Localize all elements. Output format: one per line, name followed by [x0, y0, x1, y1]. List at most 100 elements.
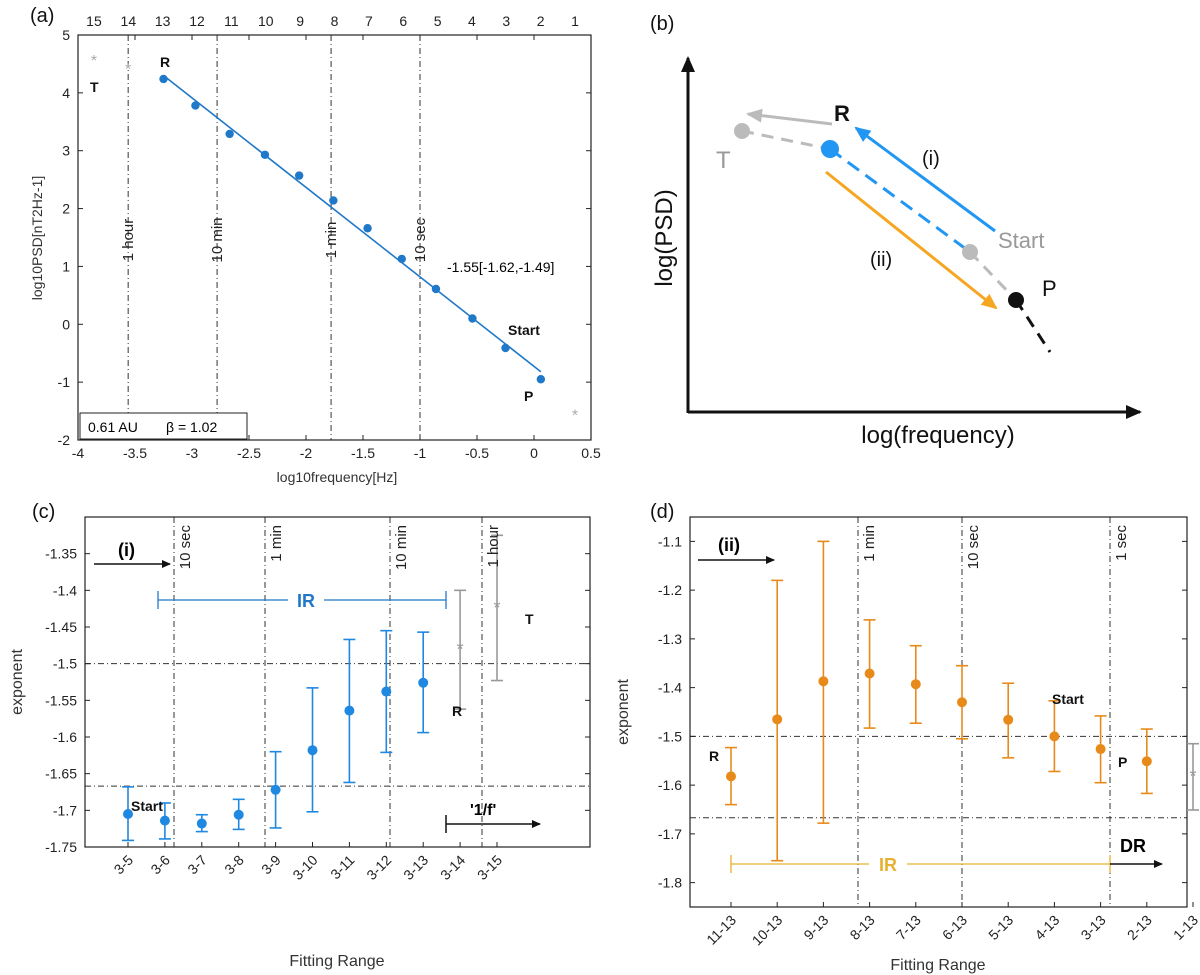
a-xtick-label: -2: [300, 445, 313, 461]
a-data-point: [501, 343, 510, 353]
d-ytick-label: -1.4: [658, 680, 682, 696]
a-top-tick-label: 15: [86, 13, 102, 29]
info-box: [79, 412, 248, 440]
a-vline-label: 1 hour: [120, 219, 137, 262]
a-data-point: [468, 314, 477, 323]
b-label-R: R: [834, 101, 850, 126]
c-data-point: [344, 705, 355, 716]
b-point-T: [734, 123, 750, 139]
b-blue-arrow-i: [854, 126, 996, 233]
a-ytick-label: 5: [62, 27, 70, 43]
a-xtick-label: -4: [72, 445, 85, 461]
panel-a-marks: * * *: [91, 53, 578, 425]
c-xtick-label: 3-13: [400, 852, 431, 883]
panel-a-y-ticks: 5 4 3 2 1 0 -1 -2: [58, 27, 591, 448]
panel-b-ylabel: log(PSD): [651, 189, 678, 286]
panel-a-top-ticks: 15 14 13 12 11 10 9 8 7 6 5 4 3 2 1: [86, 13, 579, 29]
b-orange-arrow-ii: [825, 170, 998, 310]
panel-c-frame: [84, 516, 591, 848]
c-vline-label-1hour: 1 hour: [485, 525, 502, 568]
panel-c-y-ticks: -1.35 -1.4 -1.45 -1.5 -1.55 -1.6 -1.65 -1.7 -1.7…: [45, 546, 590, 855]
a-xtick-label: -1: [414, 445, 427, 461]
b-dash-T-R: [741, 129, 831, 151]
d-vline-label-10sec: 10 sec: [965, 525, 982, 570]
d-data-point: [1049, 731, 1060, 742]
d-label-R: R: [709, 748, 719, 764]
panel-d-x-ticks: 11-13 10-13 9-13 8-13 7-13 6-13 5-13 4-13 3-13 2-…: [703, 902, 1200, 948]
panel-c-marks: **: [122, 534, 503, 842]
c-arrow-label: (i): [118, 540, 135, 560]
c-data-point-star: *: [493, 598, 500, 618]
c-label-start: Start: [131, 798, 163, 814]
a-data-point: [536, 375, 546, 384]
c-ytick-label: -1.5: [53, 656, 77, 672]
d-data-point: [864, 668, 875, 679]
a-top-tick-label: 11: [224, 13, 239, 29]
c-xtick-label: 3-6: [147, 852, 173, 878]
a-xtick-label: -3.5: [123, 445, 147, 461]
d-data-point: [1003, 714, 1014, 725]
d-ytick-label: -1.6: [658, 777, 682, 793]
d-data-point: [726, 771, 736, 782]
c-xtick-label: 3-10: [289, 852, 320, 883]
c-xtick-label: 3-11: [327, 852, 358, 883]
d-data-point-star: *: [1189, 766, 1196, 786]
b-grey-arrow: [746, 108, 833, 126]
d-xtick-label: 1-13: [1170, 912, 1200, 943]
d-xtick-label: 9-13: [800, 912, 831, 943]
panel-d-xlabel: Fitting Range: [890, 957, 985, 974]
d-ir-bg: [869, 852, 907, 876]
label-start-a: Start: [508, 322, 540, 338]
a-top-tick-label: 9: [296, 13, 304, 29]
d-vline-label-1min: 1 min: [861, 525, 878, 562]
d-ir-label: IR: [879, 855, 897, 875]
b-point-start: [962, 244, 978, 260]
label-T-a: T: [90, 79, 99, 95]
a-top-tick-label: 6: [399, 13, 407, 29]
info-distance: 0.61 AU: [88, 419, 138, 435]
d-data-point: [1141, 756, 1152, 767]
a-data-point: [397, 254, 406, 264]
d-dr-label: DR: [1120, 836, 1146, 856]
d-xtick-label: 10-13: [749, 912, 786, 949]
b-point-P: [1008, 292, 1024, 308]
a-ytick-label: 1: [62, 258, 70, 274]
panel-c: (c) -1.35 -1.4 -1.45 -1.5 -1.55 -1.6 -1.65 -1.7…: [9, 501, 591, 970]
c-ytick-label: -1.7: [53, 802, 77, 818]
a-data-point: [225, 129, 234, 139]
c-data-point: [381, 686, 392, 697]
panel-a-label: (a): [30, 5, 54, 27]
a-data-point: [431, 284, 441, 294]
c-data-point-star: *: [457, 640, 464, 660]
b-label-P: P: [1042, 276, 1057, 301]
c-data-point: [418, 677, 429, 688]
panel-b-xlabel: log(frequency): [861, 422, 1014, 449]
a-top-tick-label: 5: [434, 13, 442, 29]
panel-d-ylabel: exponent: [615, 679, 632, 745]
c-xtick-label: 3-14: [437, 852, 468, 883]
c-xtick-label: 3-8: [221, 852, 247, 878]
c-data-point: [270, 784, 281, 795]
a-vline-label: 1 min: [323, 222, 340, 259]
c-data-point: [159, 815, 170, 826]
c-ir-bg: [288, 588, 324, 612]
b-label-start: Start: [998, 228, 1044, 253]
a-top-tick-label: 2: [537, 13, 545, 29]
a-vline-label: 10 min: [209, 217, 226, 262]
d-ytick-label: -1.2: [658, 582, 682, 598]
c-data-point: [233, 809, 244, 820]
panel-d-frame: [689, 516, 1188, 908]
panel-b-label: (b): [650, 13, 674, 35]
a-top-tick-label: 4: [468, 13, 476, 29]
c-ytick-label: -1.6: [53, 729, 77, 745]
panel-c-x-ticks: 3-5 3-6 3-7 3-8 3-9 3-10 3-11 3-12 3-13 3-14 3-15: [110, 842, 505, 883]
c-xtick-label: 3-9: [258, 852, 284, 878]
a-data-point: [260, 150, 270, 159]
d-label-start: Start: [1052, 691, 1084, 707]
d-data-point: [1095, 744, 1106, 755]
a-ytick-label: 4: [62, 85, 70, 101]
a-top-tick-label: 13: [155, 13, 171, 29]
d-ytick-label: -1.8: [658, 875, 682, 891]
b-label-i: (i): [922, 148, 940, 170]
